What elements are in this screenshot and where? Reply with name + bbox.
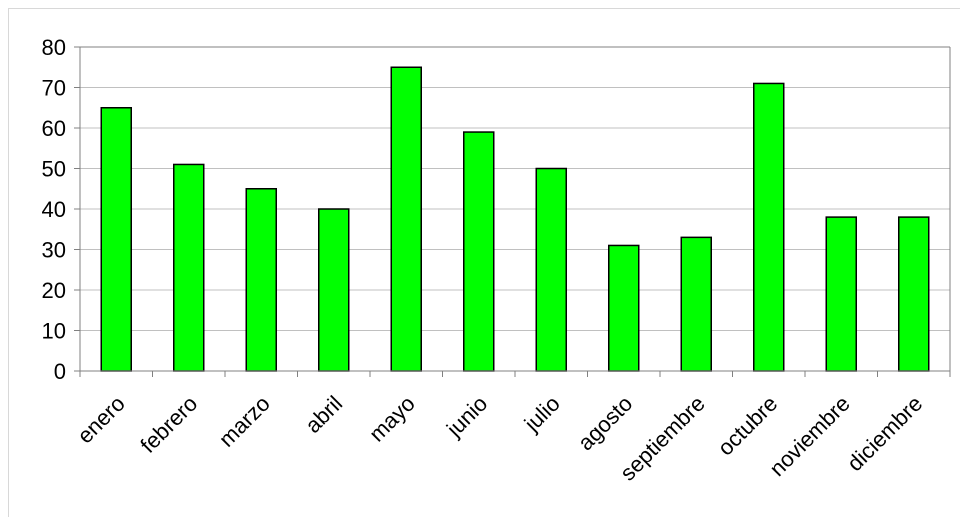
bars <box>100 66 930 372</box>
bar-mayo <box>390 66 422 372</box>
y-tick-label: 30 <box>42 238 66 263</box>
x-category-labels: enero febrero marzo abril mayo junio julio agos… <box>72 391 927 486</box>
bar-noviembre <box>825 216 857 372</box>
bar-septiembre <box>680 236 712 372</box>
axes <box>74 46 951 377</box>
y-tick-label: 40 <box>42 197 66 222</box>
x-category-label: enero <box>72 391 129 448</box>
y-tick-label: 10 <box>42 319 66 344</box>
y-tick-labels: 0 10 20 30 40 50 60 70 80 <box>42 35 66 384</box>
bar-febrero <box>173 163 205 372</box>
y-tick-label: 60 <box>42 116 66 141</box>
x-category-label: junio <box>441 391 492 442</box>
y-tick-label: 0 <box>54 359 66 384</box>
bar-marzo <box>245 188 277 372</box>
x-category-label: marzo <box>214 391 275 452</box>
bar-abril <box>318 208 350 372</box>
bar-diciembre <box>898 216 930 372</box>
bar-julio <box>535 167 567 372</box>
x-category-label: agosto <box>573 391 637 455</box>
x-category-label: febrero <box>135 391 202 458</box>
bar-enero <box>100 107 132 372</box>
y-tick-label: 70 <box>42 76 66 101</box>
x-category-label: julio <box>519 391 565 437</box>
bar-octubre <box>753 82 785 372</box>
x-category-label: mayo <box>364 391 420 447</box>
bar-junio <box>463 131 495 372</box>
x-category-label: octubre <box>713 391 783 461</box>
y-tick-label: 20 <box>42 278 66 303</box>
x-category-label: abril <box>300 391 347 438</box>
y-tick-label: 80 <box>42 35 66 60</box>
x-category-label: diciembre <box>842 391 927 476</box>
bar-agosto <box>608 244 640 372</box>
y-tick-label: 50 <box>42 157 66 182</box>
grid-lines <box>80 46 950 331</box>
